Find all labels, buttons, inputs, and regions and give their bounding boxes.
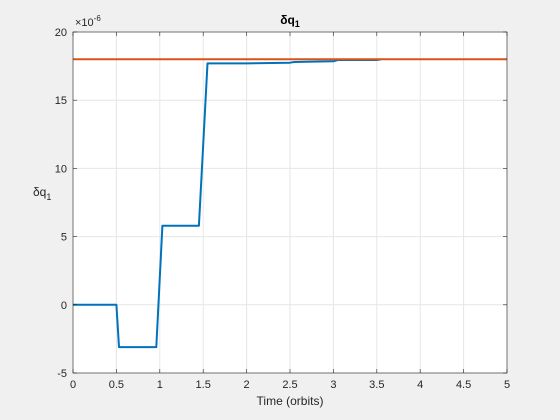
x-tick-label: 1.5 bbox=[196, 379, 211, 391]
y-tick-label: 20 bbox=[55, 27, 67, 39]
x-tick-label: 2 bbox=[244, 379, 250, 391]
x-tick-label: 0.5 bbox=[109, 379, 124, 391]
y-tick-label: -5 bbox=[57, 368, 67, 380]
y-tick-label: 10 bbox=[55, 163, 67, 175]
y-axis-label: δq1 bbox=[33, 185, 51, 202]
x-tick-label: 0 bbox=[70, 379, 76, 391]
x-tick-label: 1 bbox=[157, 379, 163, 391]
chart-title: δq1 bbox=[280, 13, 300, 29]
y-exponent-label: ×10-6 bbox=[75, 14, 101, 29]
y-tick-label: 15 bbox=[55, 95, 67, 107]
x-tick-label: 4.5 bbox=[456, 379, 471, 391]
x-axis-label: Time (orbits) bbox=[257, 394, 324, 408]
x-tick-label: 4 bbox=[417, 379, 423, 391]
x-tick-label: 3.5 bbox=[369, 379, 384, 391]
y-tick-label: 0 bbox=[61, 300, 67, 312]
series-group bbox=[73, 58, 507, 349]
x-tick-label: 2.5 bbox=[282, 379, 297, 391]
ylabel-subscript: 1 bbox=[46, 192, 51, 202]
y-exponent-power: -6 bbox=[94, 14, 102, 23]
y-tick-label: 5 bbox=[61, 232, 67, 244]
x-tick-label: 3 bbox=[330, 379, 336, 391]
x-tick-label: 5 bbox=[504, 379, 510, 391]
title-subscript: 1 bbox=[295, 19, 300, 29]
